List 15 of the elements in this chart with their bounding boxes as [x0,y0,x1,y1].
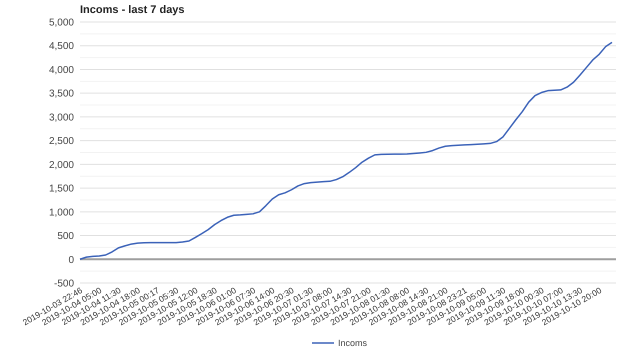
line-series [79,42,613,260]
y-tick-label: 2,500 [48,136,74,148]
y-tick-label: 5,000 [48,18,74,28]
y-tick-label: 2,000 [48,160,74,171]
legend-label: Incoms [338,338,368,348]
y-tick-label: 4,500 [48,41,74,52]
y-tick-label: 4,000 [48,64,74,76]
y-tick-label: 1,500 [48,184,74,195]
y-tick-label: 500 [57,231,74,242]
y-tick-label: 3,000 [48,112,74,124]
y-tick-label: -500 [54,278,74,290]
y-tick-label: 3,500 [48,88,74,100]
y-tick-label: 0 [68,254,74,266]
y-tick-label: 1,000 [48,207,74,218]
chart-title: Incoms - last 7 days [80,4,185,16]
